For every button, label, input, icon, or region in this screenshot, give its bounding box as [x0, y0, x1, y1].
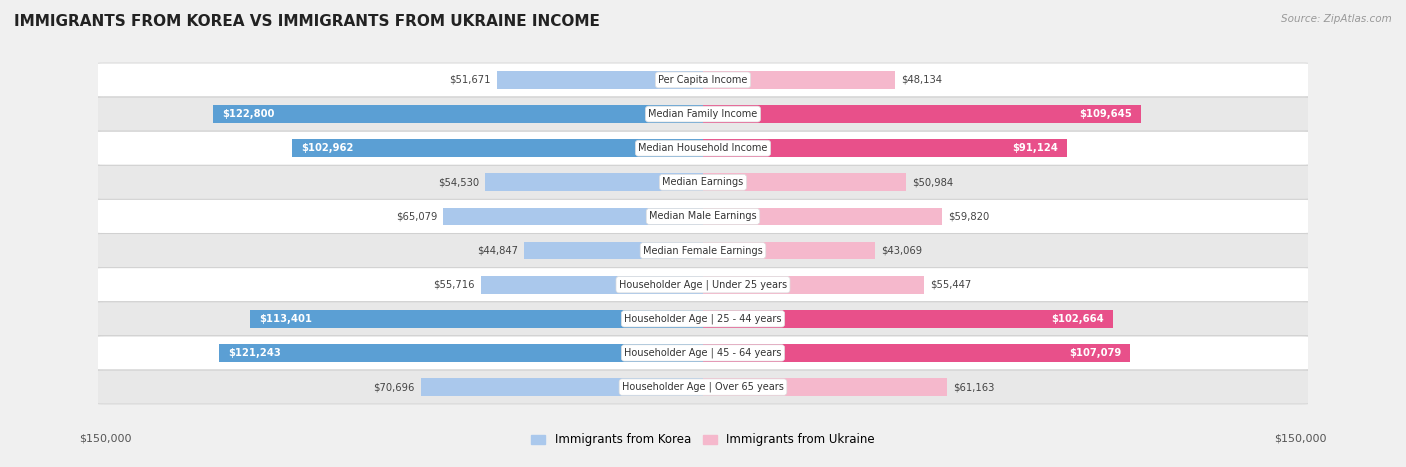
Text: $50,984: $50,984: [912, 177, 953, 187]
Bar: [703, 310, 1112, 328]
FancyBboxPatch shape: [96, 63, 1310, 97]
Text: Median Female Earnings: Median Female Earnings: [643, 246, 763, 255]
Bar: [443, 207, 703, 225]
Text: Householder Age | Under 25 years: Householder Age | Under 25 years: [619, 279, 787, 290]
Bar: [250, 310, 703, 328]
Text: $54,530: $54,530: [439, 177, 479, 187]
Text: $44,847: $44,847: [477, 246, 517, 255]
Bar: [420, 378, 703, 396]
Text: $43,069: $43,069: [880, 246, 922, 255]
Text: $102,664: $102,664: [1050, 314, 1104, 324]
FancyBboxPatch shape: [96, 165, 1310, 199]
Text: Median Household Income: Median Household Income: [638, 143, 768, 153]
Text: Median Male Earnings: Median Male Earnings: [650, 212, 756, 221]
Text: Householder Age | Over 65 years: Householder Age | Over 65 years: [621, 382, 785, 392]
Bar: [703, 276, 924, 294]
FancyBboxPatch shape: [96, 234, 1310, 268]
Bar: [496, 71, 703, 89]
Text: $59,820: $59,820: [948, 212, 988, 221]
FancyBboxPatch shape: [96, 199, 1310, 234]
Text: Median Family Income: Median Family Income: [648, 109, 758, 119]
Bar: [703, 105, 1140, 123]
Text: $109,645: $109,645: [1078, 109, 1132, 119]
Text: $55,447: $55,447: [931, 280, 972, 290]
FancyBboxPatch shape: [96, 370, 1310, 404]
Bar: [703, 173, 907, 191]
Text: Source: ZipAtlas.com: Source: ZipAtlas.com: [1281, 14, 1392, 24]
Text: Median Earnings: Median Earnings: [662, 177, 744, 187]
FancyBboxPatch shape: [96, 268, 1310, 302]
FancyBboxPatch shape: [96, 336, 1310, 370]
Bar: [292, 139, 703, 157]
Text: $102,962: $102,962: [301, 143, 353, 153]
Text: $91,124: $91,124: [1012, 143, 1057, 153]
Bar: [524, 242, 703, 260]
FancyBboxPatch shape: [96, 302, 1310, 336]
FancyBboxPatch shape: [96, 97, 1310, 131]
Text: $65,079: $65,079: [396, 212, 437, 221]
Text: $121,243: $121,243: [228, 348, 281, 358]
Bar: [703, 71, 896, 89]
Text: $107,079: $107,079: [1069, 348, 1122, 358]
Text: $55,716: $55,716: [433, 280, 475, 290]
Bar: [703, 242, 875, 260]
Text: $51,671: $51,671: [450, 75, 491, 85]
Bar: [485, 173, 703, 191]
Bar: [703, 207, 942, 225]
Text: $150,000: $150,000: [79, 434, 132, 444]
FancyBboxPatch shape: [96, 131, 1310, 165]
Text: IMMIGRANTS FROM KOREA VS IMMIGRANTS FROM UKRAINE INCOME: IMMIGRANTS FROM KOREA VS IMMIGRANTS FROM…: [14, 14, 600, 29]
Bar: [703, 139, 1067, 157]
Text: Householder Age | 45 - 64 years: Householder Age | 45 - 64 years: [624, 348, 782, 358]
Text: $113,401: $113,401: [260, 314, 312, 324]
Text: $70,696: $70,696: [374, 382, 415, 392]
Text: $150,000: $150,000: [1274, 434, 1327, 444]
Bar: [703, 378, 948, 396]
Text: Per Capita Income: Per Capita Income: [658, 75, 748, 85]
Text: $48,134: $48,134: [901, 75, 942, 85]
Text: Householder Age | 25 - 44 years: Householder Age | 25 - 44 years: [624, 313, 782, 324]
Text: $61,163: $61,163: [953, 382, 994, 392]
Bar: [212, 105, 703, 123]
Text: $122,800: $122,800: [222, 109, 274, 119]
Bar: [703, 344, 1130, 362]
Bar: [481, 276, 703, 294]
Legend: Immigrants from Korea, Immigrants from Ukraine: Immigrants from Korea, Immigrants from U…: [526, 429, 880, 451]
Bar: [219, 344, 703, 362]
